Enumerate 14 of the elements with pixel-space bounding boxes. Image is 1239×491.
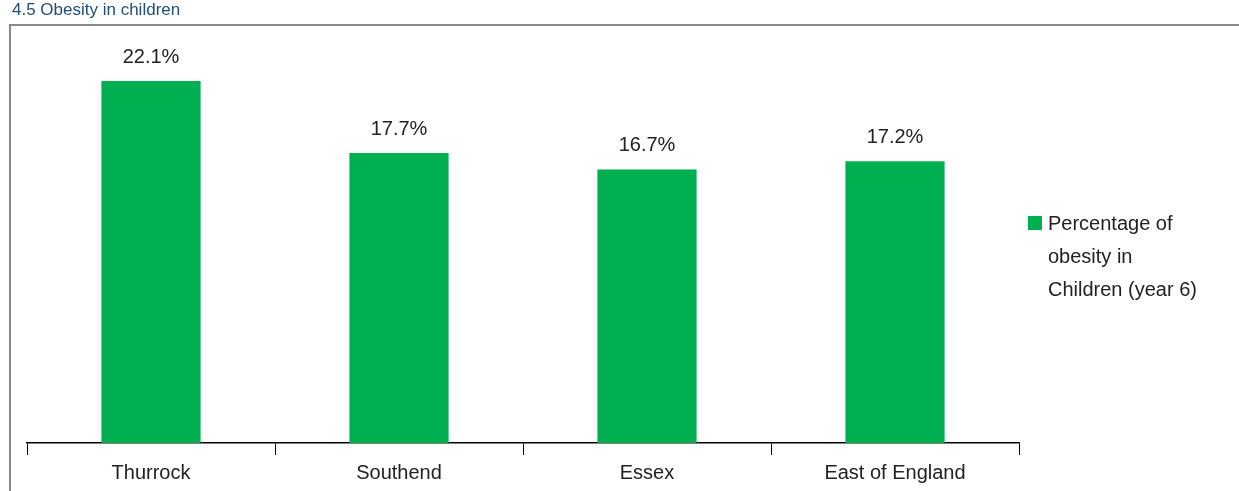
data-label: 17.2% (866, 124, 924, 147)
x-tick-label: East of England (824, 460, 966, 483)
data-label: 17.7% (370, 116, 428, 139)
data-label: 16.7% (618, 132, 676, 155)
bar (597, 169, 697, 443)
bar (101, 81, 201, 443)
chart-title: 4.5 Obesity in children (12, 0, 181, 20)
bar (845, 161, 945, 443)
legend-label: Percentage of obesity in Children (year 6) (1048, 211, 1198, 302)
x-tick-label: Thurrock (111, 460, 192, 483)
x-tick-label: Southend (356, 460, 442, 483)
bar (349, 153, 449, 443)
x-tick-label: Essex (619, 460, 675, 483)
data-label: 22.1% (122, 44, 180, 67)
